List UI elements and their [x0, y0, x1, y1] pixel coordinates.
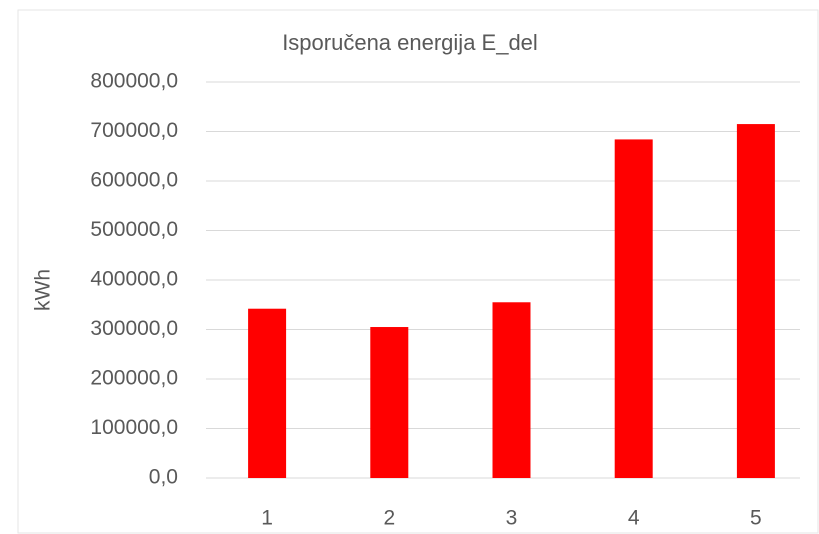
y-tick-label: 0,0: [149, 466, 178, 489]
chart-title: Isporučena energija E_del: [282, 30, 538, 55]
bar: [370, 327, 409, 478]
y-tick-label: 800000,0: [90, 70, 178, 93]
y-axis-label: kWh: [32, 269, 55, 311]
x-tick-label: 1: [261, 507, 273, 530]
y-tick-label: 100000,0: [90, 416, 178, 439]
bar: [736, 124, 775, 478]
x-tick-label: 3: [506, 507, 518, 530]
bar: [248, 308, 287, 478]
y-tick-label: 400000,0: [90, 268, 178, 291]
y-tick-label: 300000,0: [90, 317, 178, 340]
y-tick-label: 500000,0: [90, 218, 178, 241]
y-tick-label: 600000,0: [90, 169, 178, 192]
y-tick-label: 200000,0: [90, 367, 178, 390]
y-tick-label: 700000,0: [90, 119, 178, 142]
bar: [492, 302, 531, 478]
bar: [614, 139, 653, 479]
x-tick-label: 2: [383, 507, 395, 530]
x-tick-label: 4: [628, 507, 640, 530]
x-tick-label: 5: [750, 507, 762, 530]
chart-border: [17, 9, 819, 534]
